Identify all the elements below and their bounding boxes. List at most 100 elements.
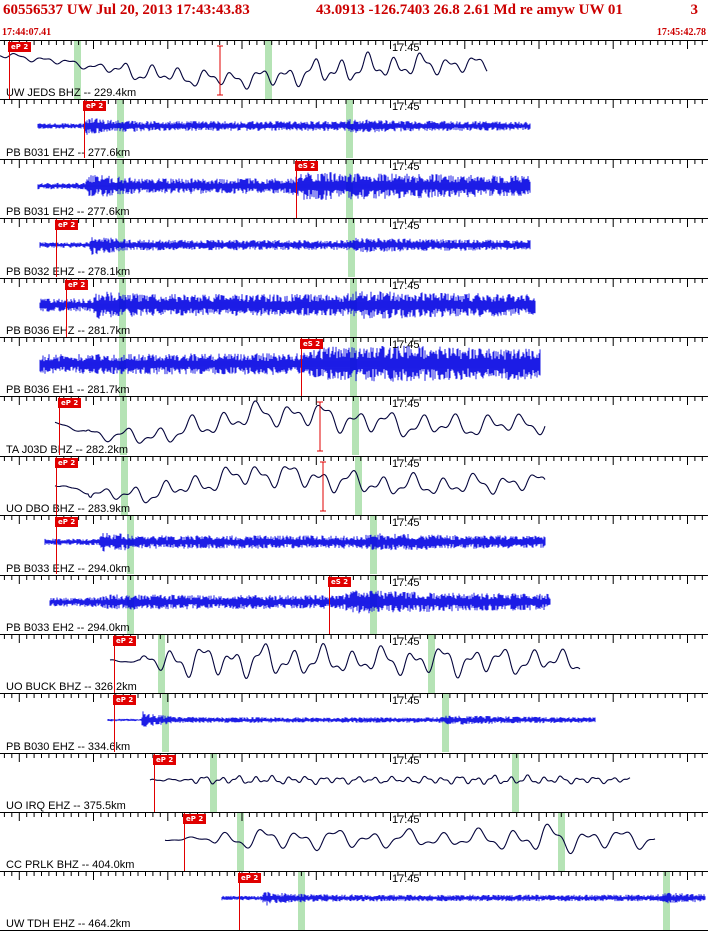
waveform-plot (3, 575, 703, 634)
waveform-trace (37, 118, 531, 136)
phase-pick-line (239, 872, 240, 931)
secondary-pick-marker (217, 45, 223, 96)
time-tick-label: 17:45 (392, 576, 420, 589)
time-ticks (3, 634, 703, 643)
time-ticks (3, 219, 703, 228)
trace-panel-13[interactable]: 17:45 UO IRQ EHZ -- 375.5km eP 2 (0, 752, 708, 813)
phase-pick-flag[interactable]: eP 2 (113, 695, 137, 706)
station-label: PB B030 EHZ -- 334.6km (6, 740, 131, 753)
time-window-header: 17:44:07.41 17:45:42.78 (0, 24, 708, 40)
phase-pick-line (184, 813, 185, 872)
phase-pick-line (301, 337, 302, 396)
waveform-plot (3, 516, 703, 575)
phase-pick-line (56, 516, 57, 575)
phase-pick-flag[interactable]: eS 2 (328, 576, 352, 587)
phase-pick-flag[interactable]: eP 2 (55, 457, 79, 468)
station-label: PB B036 EHZ -- 281.7km (6, 324, 131, 337)
predicted-arrival-bar (350, 278, 357, 337)
predicted-arrival-bar (120, 397, 127, 456)
predicted-arrival-bar (74, 41, 81, 99)
time-tick-label: 17:45 (392, 220, 420, 233)
phase-pick-line (154, 753, 155, 812)
phase-pick-line (59, 397, 60, 456)
time-ticks (3, 753, 703, 762)
time-tick-label: 17:45 (392, 695, 420, 708)
waveform-trace (164, 823, 656, 855)
waveform-plot (3, 634, 703, 693)
phase-pick-line (84, 100, 85, 159)
trace-panel-15[interactable]: 17:45 UW TDH EHZ -- 464.2km eP 2 (0, 871, 708, 931)
phase-pick-flag[interactable]: eP 2 (238, 873, 262, 884)
station-label: UO BUCK BHZ -- 326.2km (6, 681, 137, 694)
waveform-trace (44, 533, 546, 552)
predicted-arrival-bar (370, 516, 377, 575)
event-header: 60556537 UW Jul 20, 2013 17:43:43.83 43.… (0, 0, 708, 24)
phase-pick-flag[interactable]: eS 2 (300, 338, 324, 349)
phase-pick-line (329, 575, 330, 634)
phase-pick-flag[interactable]: eP 2 (113, 635, 137, 646)
trace-panel-10[interactable]: 17:45 PB B033 EH2 -- 294.0km eS 2 (0, 574, 708, 634)
secondary-pick-marker (317, 401, 323, 452)
station-label: PB B033 EH2 -- 294.0km (6, 621, 130, 634)
phase-pick-flag[interactable]: eP 2 (183, 814, 207, 825)
trace-panels: 17:45 UW JEDS BHZ -- 229.4km eP 2 17:45 … (0, 40, 708, 931)
event-version: 3 (690, 2, 699, 18)
time-tick-label: 17:45 (392, 101, 420, 114)
time-tick-label: 17:45 (392, 279, 420, 292)
waveform-trace (39, 290, 536, 319)
waveform-plot (3, 337, 703, 396)
phase-pick-flag[interactable]: eP 2 (153, 754, 177, 765)
predicted-arrival-bar (118, 219, 125, 278)
phase-pick-flag[interactable]: eP 2 (65, 279, 89, 290)
phase-pick-flag[interactable]: eP 2 (55, 517, 79, 528)
phase-pick-flag[interactable]: eP 2 (83, 101, 107, 112)
time-tick-label: 17:45 (392, 754, 420, 767)
predicted-arrival-bar (370, 575, 377, 634)
time-ticks (3, 456, 703, 465)
phase-pick-flag[interactable]: eP 2 (8, 42, 32, 52)
trace-panel-14[interactable]: 17:45 CC PRLK BHZ -- 404.0km eP 2 (0, 812, 708, 872)
station-label: TA J03D BHZ -- 282.2km (6, 443, 129, 456)
predicted-arrival-bar (119, 337, 126, 396)
waveform-plot (3, 100, 703, 159)
waveform-plot (3, 456, 703, 515)
trace-panel-9[interactable]: 17:45 PB B033 EHZ -- 294.0km eP 2 (0, 515, 708, 575)
predicted-arrival-bar (352, 397, 359, 456)
phase-pick-line (56, 219, 57, 278)
trace-panel-3[interactable]: 17:45 PB B031 EH2 -- 277.6km eS 2 (0, 158, 708, 219)
time-ticks (3, 159, 703, 168)
predicted-arrival-bar (442, 694, 449, 753)
station-label: UO IRQ EHZ -- 375.5km (6, 800, 126, 813)
predicted-arrival-bar (346, 100, 353, 159)
waveform-plot (3, 397, 703, 456)
time-tick-label: 17:45 (392, 160, 420, 173)
trace-panel-6[interactable]: 17:45 PB B036 EH1 -- 281.7km eS 2 (0, 336, 708, 397)
station-label: UW TDH EHZ -- 464.2km (6, 917, 131, 930)
phase-pick-flag[interactable]: eP 2 (58, 398, 82, 409)
predicted-arrival-bar (162, 694, 169, 753)
station-label: UO DBO BHZ -- 283.9km (6, 503, 131, 516)
predicted-arrival-bar (127, 516, 134, 575)
waveform-trace (39, 237, 531, 255)
trace-panel-8[interactable]: 17:45 UO DBO BHZ -- 283.9km eP 2 (0, 455, 708, 516)
station-label: PB B033 EHZ -- 294.0km (6, 562, 131, 575)
trace-panel-11[interactable]: 17:45 UO BUCK BHZ -- 326.2km eP 2 (0, 633, 708, 694)
waveform-trace (109, 642, 581, 680)
predicted-arrival-bar (663, 872, 670, 931)
time-tick-label: 17:45 (392, 814, 420, 827)
phase-pick-line (296, 159, 297, 218)
phase-pick-flag[interactable]: eS 2 (295, 160, 319, 171)
phase-pick-line (56, 456, 57, 515)
trace-panel-12[interactable]: 17:45 PB B030 EHZ -- 334.6km eP 2 (0, 693, 708, 753)
time-ticks (3, 694, 703, 703)
trace-panel-4[interactable]: 17:45 PB B032 EHZ -- 278.1km eP 2 (0, 218, 708, 278)
time-ticks (3, 516, 703, 525)
trace-panel-7[interactable]: 17:45 TA J03D BHZ -- 282.2km eP 2 (0, 396, 708, 456)
phase-pick-flag[interactable]: eP 2 (55, 220, 79, 231)
trace-panel-1[interactable]: 17:45 UW JEDS BHZ -- 229.4km eP 2 (0, 40, 708, 100)
trace-panel-2[interactable]: 17:45 PB B031 EHZ -- 277.6km eP 2 (0, 99, 708, 159)
trace-panel-5[interactable]: 17:45 PB B036 EHZ -- 281.7km eP 2 (0, 277, 708, 337)
station-label: PB B031 EHZ -- 277.6km (6, 146, 131, 159)
time-tick-label: 17:45 (392, 635, 420, 648)
waveform-trace (37, 172, 531, 200)
